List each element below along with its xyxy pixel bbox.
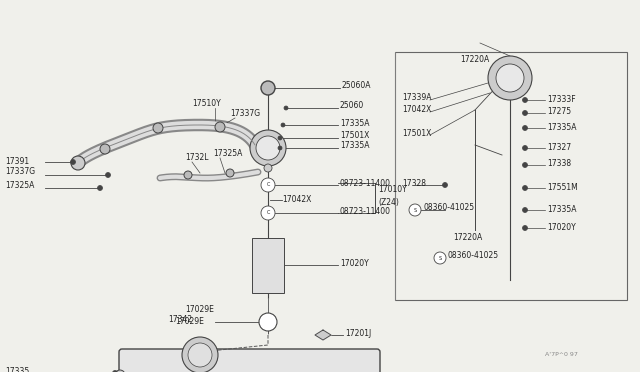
- Text: 17335: 17335: [5, 366, 29, 372]
- Circle shape: [522, 163, 527, 167]
- Text: 17510Y: 17510Y: [192, 99, 221, 108]
- Circle shape: [226, 169, 234, 177]
- Text: 17551M: 17551M: [547, 183, 578, 192]
- Text: 17020Y: 17020Y: [547, 222, 576, 231]
- Circle shape: [488, 56, 532, 100]
- Text: 17325A: 17325A: [213, 148, 243, 157]
- Text: 17338: 17338: [547, 160, 571, 169]
- Text: 17275: 17275: [547, 108, 571, 116]
- Circle shape: [522, 186, 527, 190]
- Text: 17042X: 17042X: [402, 105, 431, 113]
- Text: 08360-41025: 08360-41025: [448, 251, 499, 260]
- Circle shape: [264, 164, 272, 172]
- Text: 17201J: 17201J: [345, 328, 371, 337]
- Text: 08723-11400: 08723-11400: [340, 206, 391, 215]
- Circle shape: [522, 145, 527, 151]
- Text: 17327: 17327: [547, 142, 571, 151]
- Text: 17325A: 17325A: [5, 182, 35, 190]
- Circle shape: [71, 156, 85, 170]
- Circle shape: [184, 171, 192, 179]
- Circle shape: [278, 146, 282, 150]
- Circle shape: [106, 173, 111, 177]
- Text: 17333F: 17333F: [547, 94, 575, 103]
- Circle shape: [259, 313, 277, 331]
- Circle shape: [113, 371, 118, 372]
- Circle shape: [261, 178, 275, 192]
- Text: 17029E: 17029E: [175, 317, 204, 327]
- Circle shape: [522, 125, 527, 131]
- Circle shape: [522, 97, 527, 103]
- Circle shape: [281, 123, 285, 127]
- Text: 25060: 25060: [340, 102, 364, 110]
- Circle shape: [261, 81, 275, 95]
- Bar: [252, 238, 284, 293]
- FancyBboxPatch shape: [119, 349, 380, 372]
- Text: 17391: 17391: [5, 157, 29, 167]
- Text: 17337G: 17337G: [230, 109, 260, 118]
- Text: 17335A: 17335A: [340, 141, 369, 151]
- Text: 17220A: 17220A: [453, 234, 483, 243]
- Text: 17029E: 17029E: [185, 305, 214, 314]
- Bar: [395, 52, 627, 300]
- Circle shape: [215, 122, 225, 132]
- Text: 25060A: 25060A: [342, 81, 371, 90]
- Text: A'7P^0 97: A'7P^0 97: [545, 353, 578, 357]
- Circle shape: [278, 136, 282, 140]
- Circle shape: [522, 225, 527, 231]
- Circle shape: [188, 343, 212, 367]
- Text: 08723-11400: 08723-11400: [340, 179, 391, 187]
- Text: 17339A: 17339A: [402, 93, 431, 102]
- Text: 17220A: 17220A: [460, 55, 489, 64]
- Text: 17042X: 17042X: [282, 196, 312, 205]
- Circle shape: [284, 106, 288, 110]
- Circle shape: [256, 136, 280, 160]
- Circle shape: [442, 183, 447, 187]
- Text: C: C: [266, 211, 269, 215]
- Text: 17342: 17342: [168, 315, 192, 324]
- Text: S: S: [413, 208, 417, 212]
- Text: 17335A: 17335A: [547, 205, 577, 214]
- Text: 17337G: 17337G: [5, 167, 35, 176]
- Text: 08360-41025: 08360-41025: [423, 202, 474, 212]
- Text: (Z24): (Z24): [378, 198, 399, 206]
- Circle shape: [522, 208, 527, 212]
- Circle shape: [409, 204, 421, 216]
- Circle shape: [261, 206, 275, 220]
- Circle shape: [153, 123, 163, 133]
- Circle shape: [434, 252, 446, 264]
- Polygon shape: [315, 330, 331, 340]
- Circle shape: [100, 144, 110, 154]
- Text: 17010Y: 17010Y: [378, 186, 407, 195]
- Text: 1732L: 1732L: [185, 153, 209, 161]
- Circle shape: [522, 110, 527, 115]
- Circle shape: [115, 370, 125, 372]
- Text: 17501X: 17501X: [340, 131, 369, 141]
- Text: 17020Y: 17020Y: [340, 259, 369, 267]
- Text: 17335A: 17335A: [340, 119, 369, 128]
- Circle shape: [496, 64, 524, 92]
- Circle shape: [70, 160, 76, 164]
- Circle shape: [182, 337, 218, 372]
- Text: S: S: [438, 256, 442, 260]
- Text: 17328: 17328: [402, 179, 426, 187]
- Circle shape: [97, 186, 102, 190]
- Text: 17335A: 17335A: [547, 122, 577, 131]
- Circle shape: [250, 130, 286, 166]
- Text: 17501X: 17501X: [402, 128, 431, 138]
- Text: C: C: [266, 183, 269, 187]
